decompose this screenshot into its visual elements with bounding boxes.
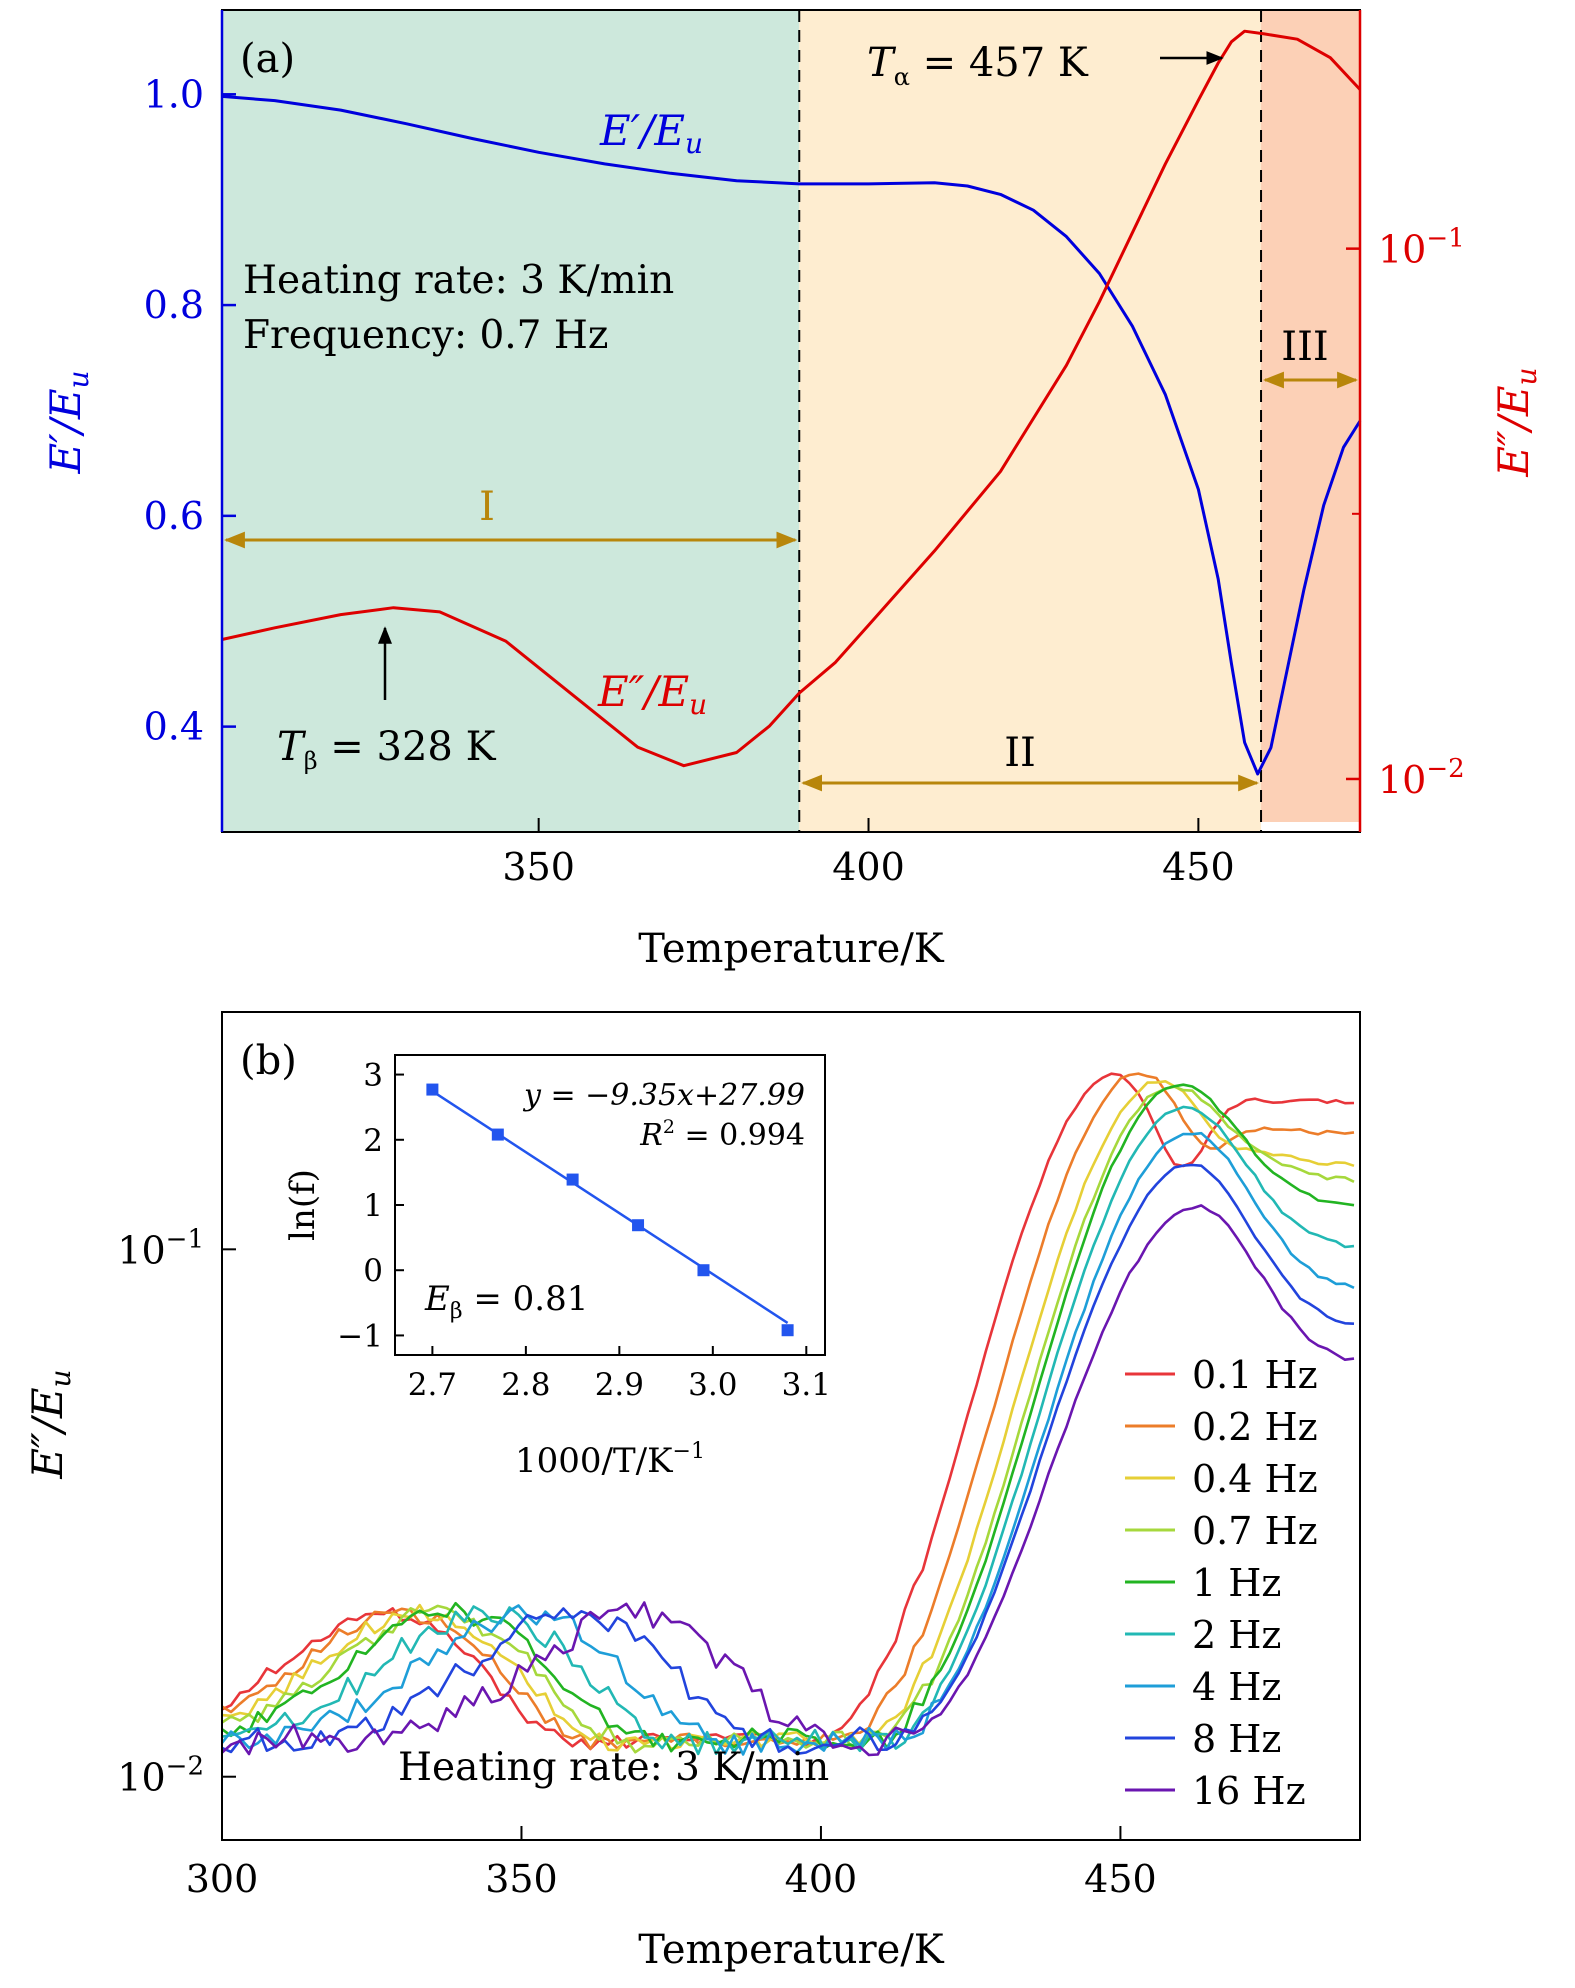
- series-line-2-hz: [221, 1105, 1355, 1756]
- legend-label: 0.2 Hz: [1192, 1405, 1318, 1449]
- inset-y-tick-label: 0: [363, 1253, 383, 1289]
- data-point: [697, 1264, 710, 1277]
- region-i-label: I: [479, 484, 495, 530]
- panel-a-label: (a): [240, 36, 295, 82]
- frequency-label: Frequency: 0.7 Hz: [243, 313, 608, 358]
- panel-a-series: [221, 29, 1362, 776]
- region-shading: [222, 10, 1360, 832]
- data-point: [566, 1173, 579, 1186]
- inset-x-tick-label: 3.0: [688, 1367, 737, 1403]
- series-line-1-hz: [221, 1083, 1355, 1753]
- inset-r2: R2 = 0.994: [639, 1116, 805, 1153]
- panel-a-left-axis-label: E′/Eu: [41, 370, 95, 474]
- legend: 0.1 Hz 0.2 Hz 0.4 Hz 0.7 Hz 1 Hz 2 Hz 4 Hz 8 Hz…: [1125, 1353, 1318, 1813]
- x-tick-label: 450: [1162, 845, 1235, 889]
- legend-label: 16 Hz: [1192, 1769, 1306, 1813]
- x-tick-label: 350: [502, 845, 575, 889]
- e-double-prime-line: [221, 29, 1362, 768]
- panel-a-right-axis-label: E″/Eu: [1489, 367, 1543, 477]
- legend-label: 1 Hz: [1192, 1561, 1281, 1605]
- inset-equation: y = −9.35x+27.99: [522, 1078, 805, 1113]
- legend-label: 0.4 Hz: [1192, 1457, 1318, 1501]
- left-y-tick-label: 0.6: [144, 494, 204, 538]
- inset-e-beta: Eβ = 0.81: [424, 1279, 588, 1324]
- legend-label: 2 Hz: [1192, 1613, 1281, 1657]
- inset-ticks: 2.7 2.8 2.9 3.0 3.1 −1 0 1 2 3: [337, 1058, 831, 1403]
- t-beta-label: Tβ = 328 K: [277, 724, 497, 775]
- x-tick-label: 300: [186, 1857, 259, 1901]
- x-tick-label: 400: [832, 845, 905, 889]
- inset-background: [395, 1055, 825, 1355]
- fit-line: [431, 1090, 789, 1324]
- inset-y-axis-label: ln(f): [283, 1169, 323, 1241]
- panel-a-ticks: 350 400 450 0.4 0.6 0.8 1.0 10−2 10−1: [144, 72, 1465, 889]
- panel-b-label: (b): [240, 1038, 297, 1084]
- inset-x-tick-label: 2.9: [595, 1367, 644, 1403]
- x-tick-label: 400: [785, 1857, 858, 1901]
- panel-b-series: [220, 1072, 1355, 1757]
- e-prime-line: [221, 94, 1362, 776]
- region-iii-label: III: [1281, 324, 1328, 370]
- t-alpha-label: Tα = 457 K: [867, 40, 1089, 91]
- panel-a: 350 400 450 0.4 0.6 0.8 1.0 10−2 10−1 (a) Heatin…: [41, 9, 1543, 972]
- legend-label: 4 Hz: [1192, 1665, 1281, 1709]
- inset-y-tick-label: −1: [337, 1318, 383, 1354]
- series-line-8-hz: [221, 1163, 1355, 1756]
- e-double-prime-series-label: E″/Eu: [597, 667, 707, 721]
- region-iii-shading: [1261, 10, 1360, 822]
- legend-label: 0.1 Hz: [1192, 1353, 1318, 1397]
- data-point: [426, 1083, 439, 1096]
- data-point: [491, 1128, 504, 1141]
- heating-rate-label: Heating rate: 3 K/min: [243, 258, 674, 303]
- panel-b-y-axis-label: E″/Eu: [23, 1369, 77, 1479]
- left-y-tick-label: 0.4: [144, 705, 204, 749]
- legend-label: 8 Hz: [1192, 1717, 1281, 1761]
- series-line-16-hz: [221, 1204, 1355, 1757]
- panel-b-heating-rate-label: Heating rate: 3 K/min: [398, 1745, 829, 1790]
- region-arrows: [223, 371, 1359, 792]
- inset-x-tick-label: 2.8: [501, 1367, 550, 1403]
- panel-b-ticks: 300 350 400 450 10−2 10−1: [117, 1224, 1156, 1901]
- x-tick-label: 450: [1084, 1857, 1157, 1901]
- inset-plot: [426, 1083, 794, 1337]
- series-line-0-2-hz: [221, 1072, 1355, 1750]
- e-prime-series-label: E′/Eu: [599, 106, 703, 160]
- region-ii-label: II: [1004, 730, 1036, 776]
- region-i-shading: [222, 10, 800, 832]
- inset-y-tick-label: 3: [363, 1058, 383, 1094]
- inset-chart: 2.7 2.8 2.9 3.0 3.1 −1 0 1 2 3 y = −9.35x+27.99 R…: [283, 1054, 831, 1481]
- right-y-tick-label: 10−2: [1378, 754, 1465, 802]
- data-point: [632, 1219, 645, 1232]
- inset-x-tick-label: 3.1: [782, 1367, 831, 1403]
- panel-a-x-axis-label: Temperature/K: [638, 926, 945, 972]
- inset-y-tick-label: 1: [363, 1188, 383, 1224]
- inset-x-tick-label: 2.7: [408, 1367, 457, 1403]
- inset-y-tick-label: 2: [363, 1123, 383, 1159]
- panel-b-x-axis-label: Temperature/K: [638, 1927, 945, 1973]
- left-y-tick-label: 1.0: [144, 72, 204, 116]
- inset-x-axis-label: 1000/T/K−1: [515, 1439, 705, 1481]
- data-point: [781, 1324, 794, 1337]
- x-tick-label: 350: [485, 1857, 558, 1901]
- y-tick-label: 10−2: [117, 1752, 204, 1800]
- right-y-tick-label: 10−1: [1378, 224, 1465, 272]
- left-y-tick-label: 0.8: [144, 283, 204, 327]
- legend-label: 0.7 Hz: [1192, 1509, 1318, 1553]
- panel-b-frame: [221, 1011, 1361, 1841]
- y-tick-label: 10−1: [117, 1224, 204, 1272]
